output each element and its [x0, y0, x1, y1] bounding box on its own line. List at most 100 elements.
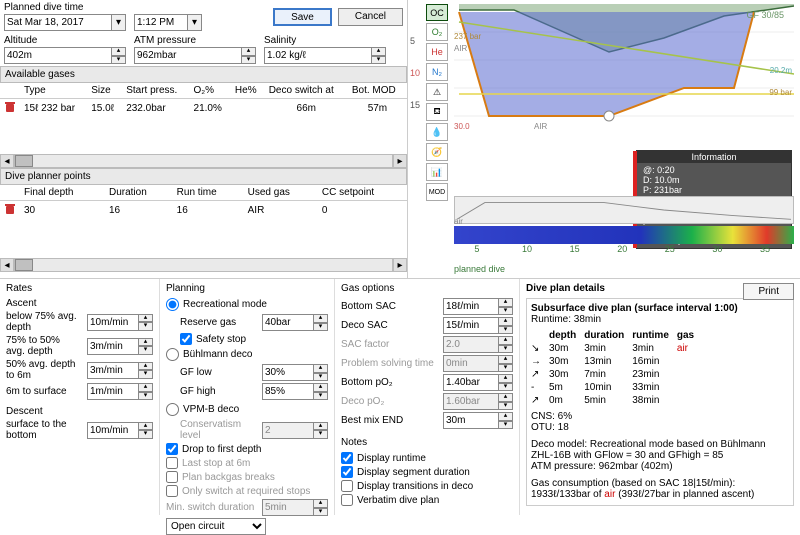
atm-label: ATM pressure [134, 35, 258, 46]
trash-icon[interactable] [4, 101, 16, 113]
rate5-input[interactable] [87, 422, 139, 439]
rates-title: Rates [6, 283, 153, 294]
chart-icon-button[interactable]: 📊 [426, 163, 448, 181]
atm-up[interactable]: ▴ [242, 47, 256, 56]
otu-text: OTU: 18 [531, 422, 789, 433]
planner-points-table: Final depth Duration Run time Used gas C… [0, 185, 407, 220]
right-bar: 99 bar [769, 88, 792, 97]
cns-text: CNS: 6% [531, 411, 789, 422]
time-dropdown[interactable]: ▾ [188, 14, 202, 31]
gasopt-title: Gas options [341, 283, 513, 294]
date-input[interactable] [4, 14, 112, 31]
air-strip-label: air [454, 217, 463, 226]
note2-check[interactable] [341, 466, 353, 478]
vpm-radio[interactable] [166, 403, 179, 416]
dsac-input[interactable] [443, 317, 499, 334]
atm-text: ATM pressure: 962mbar (402m) [531, 461, 789, 472]
scroll-right[interactable]: ▸ [393, 258, 407, 272]
salinity-input[interactable] [264, 47, 372, 64]
buhl-radio[interactable] [166, 348, 179, 361]
note3-check[interactable] [341, 480, 353, 492]
scroll-thumb[interactable] [15, 259, 33, 271]
circuit-select[interactable]: Open circuit [166, 518, 266, 535]
trash-icon[interactable] [4, 203, 16, 215]
ceiling-label: 237 bar [454, 32, 481, 41]
planning-title: Planning [166, 283, 328, 294]
available-gases-table: Type Size Start press. O₂% He% Deco swit… [0, 83, 407, 118]
rec-radio[interactable] [166, 298, 179, 311]
gases-scrollbar[interactable]: ◂ ▸ [0, 154, 407, 168]
gfhigh-input[interactable] [262, 383, 314, 400]
table-row[interactable]: 15ℓ 232 bar 15.0ℓ 232.0bar 21.0% 66m 57m [0, 99, 407, 119]
altitude-up[interactable]: ▴ [112, 47, 126, 56]
gas-o2-button[interactable]: O₂ [426, 23, 448, 41]
bsac-input[interactable] [443, 298, 499, 315]
cancel-button[interactable]: Cancel [338, 8, 403, 26]
sacf-input [443, 336, 499, 353]
tank-icon-button[interactable]: ⛾ [426, 103, 448, 121]
atm-down[interactable]: ▾ [242, 56, 256, 65]
bme-input[interactable] [443, 412, 499, 429]
note1-check[interactable] [341, 452, 353, 464]
warning-icon-button[interactable]: ⚠ [426, 83, 448, 101]
compass-icon-button[interactable]: 🧭 [426, 143, 448, 161]
plan-table: depthdurationruntimegas ↘30m3min3minair … [531, 329, 702, 407]
rate4-input[interactable] [87, 383, 139, 400]
right-depth: 20.2m [770, 66, 792, 75]
gf-label: GF 30/85 [746, 10, 784, 20]
note4-check[interactable] [341, 494, 353, 506]
save-button[interactable]: Save [273, 8, 332, 26]
floor-depth: 30.0 [454, 122, 470, 131]
model-text: Deco model: Recreational mode based on B… [531, 439, 789, 461]
table-row[interactable]: 30 16 16 AIR 0 [0, 201, 407, 221]
gas-n2-button[interactable]: N₂ [426, 63, 448, 81]
heat-bar [454, 226, 794, 244]
tissue-chart [454, 196, 794, 224]
planner-points-title: Dive planner points [0, 168, 407, 185]
gflow-input[interactable] [262, 364, 314, 381]
reserve-input[interactable] [262, 314, 314, 331]
salinity-up[interactable]: ▴ [372, 47, 386, 56]
gas-he-button[interactable]: He [426, 43, 448, 61]
mod-button[interactable]: MOD [426, 183, 448, 201]
ascent-label: Ascent [6, 298, 153, 309]
scroll-left[interactable]: ◂ [0, 154, 14, 168]
scroll-left[interactable]: ◂ [0, 258, 14, 272]
rate1-input[interactable] [87, 314, 139, 331]
runtime-text: Runtime: 38min [531, 314, 789, 325]
onlysw-check [166, 485, 178, 497]
gas-button-column: OC O₂ He N₂ ⚠ ⛾ 💧 🧭 📊 MOD [426, 4, 450, 201]
rate3-input[interactable] [87, 362, 139, 379]
cons-input [262, 422, 314, 439]
pst-input [443, 355, 499, 372]
gas-consumption-label: Gas consumption (based on SAC 18|15ℓ/min… [531, 478, 789, 489]
bpo2-input[interactable] [443, 374, 499, 391]
drop-icon-button[interactable]: 💧 [426, 123, 448, 141]
altitude-down[interactable]: ▾ [112, 56, 126, 65]
scroll-right[interactable]: ▸ [393, 154, 407, 168]
drop-check[interactable] [166, 443, 178, 455]
notes-title: Notes [341, 437, 513, 448]
dive-profile-chart[interactable]: GF 30/85 237 bar AIR 30.0 AIR 20.2m 99 b… [454, 4, 794, 144]
salinity-down[interactable]: ▾ [372, 56, 386, 65]
time-input[interactable] [134, 14, 188, 31]
altitude-input[interactable] [4, 47, 112, 64]
points-scrollbar[interactable]: ◂ ▸ [0, 258, 407, 272]
planned-dive-time-label: Planned dive time [4, 2, 128, 13]
time-axis: 5 10 15 20 25 30 35 [454, 244, 794, 256]
last6-check [166, 457, 178, 469]
gas-oc-button[interactable]: OC [426, 4, 448, 21]
scroll-thumb[interactable] [15, 155, 33, 167]
minsw-input [262, 499, 314, 516]
atm-input[interactable] [134, 47, 242, 64]
timeline-area: 5 10 15 20 25 30 35 air [454, 196, 794, 256]
date-dropdown[interactable]: ▾ [112, 14, 126, 31]
print-button[interactable]: Print [743, 283, 794, 300]
air-label: AIR [454, 44, 467, 53]
planned-dive-label: planned dive [454, 264, 505, 274]
available-gases-title: Available gases [0, 66, 407, 83]
altitude-label: Altitude [4, 35, 128, 46]
safety-check[interactable] [180, 333, 192, 345]
dpo2-input [443, 393, 499, 410]
rate2-input[interactable] [87, 338, 139, 355]
